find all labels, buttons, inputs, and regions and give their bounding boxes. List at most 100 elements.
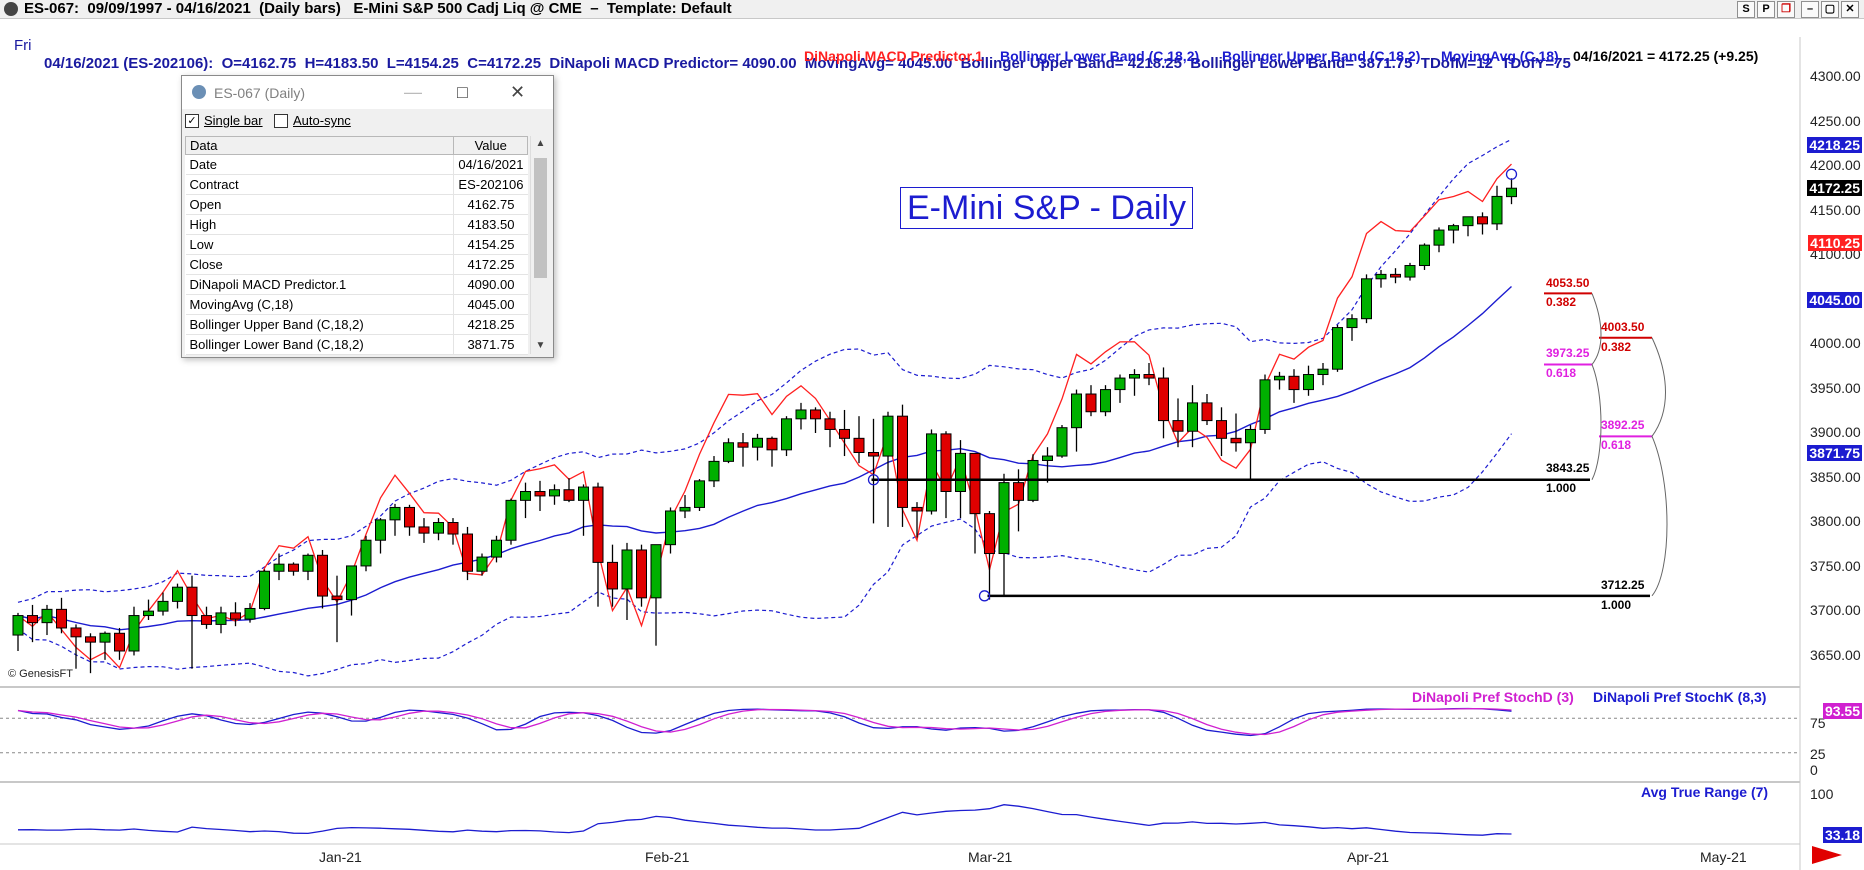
candle-body	[505, 499, 517, 541]
legend-upper-band: Bollinger Upper Band (C,18,2)	[1222, 48, 1421, 64]
candle-body	[1172, 420, 1184, 432]
fib-a-mid: 3973.25	[1546, 346, 1590, 360]
col-header-value[interactable]: Value	[453, 136, 528, 155]
candle-body	[1477, 216, 1488, 225]
price-axis-label: 3900.00	[1810, 424, 1861, 440]
candle-body	[940, 433, 952, 492]
chart-title: E-Mini S&P - Daily	[900, 187, 1193, 229]
candle-body	[389, 506, 401, 521]
data-row: Open 4162.75	[185, 194, 528, 215]
candle-body	[447, 522, 459, 535]
legend-last-price: 04/16/2021 = 4172.25 (+9.25)	[1573, 48, 1759, 64]
data-row-label: Low	[185, 234, 454, 255]
stoch-tag: 93.55	[1822, 703, 1862, 719]
fib-a-top-ratio: 0.382	[1546, 295, 1577, 309]
single-bar-checkbox[interactable]: ✓	[185, 114, 199, 128]
data-window-minimize-icon[interactable]: —	[404, 82, 422, 102]
data-row: Bollinger Lower Band (C,18,2) 3871.75	[185, 334, 528, 355]
scroll-up-icon[interactable]: ▲	[535, 138, 546, 149]
candle-body	[1361, 278, 1372, 320]
candle-body	[41, 608, 53, 624]
scroll-down-icon[interactable]: ▼	[535, 340, 546, 351]
detach-button[interactable]: ❐	[1777, 1, 1795, 18]
data-window-maximize-icon[interactable]: □	[457, 82, 468, 102]
candle-body	[853, 437, 865, 454]
minimize-button[interactable]: –	[1801, 1, 1819, 18]
scroll-right-arrow-icon[interactable]	[1812, 846, 1842, 864]
data-row-label: Date	[185, 154, 454, 175]
stoch-k-line	[17, 707, 1512, 737]
data-row-label: Bollinger Upper Band (C,18,2)	[185, 314, 454, 335]
legend-macd: DiNapoli MACD Predictor.1	[804, 48, 983, 64]
candle-body	[1274, 375, 1285, 381]
lower-band-tag: 3871.75	[1807, 445, 1862, 461]
p-button[interactable]: P	[1757, 1, 1775, 18]
swing-high-marker	[1505, 168, 1518, 180]
candle-body	[1288, 375, 1300, 391]
candle-body	[882, 415, 894, 457]
candle-body	[520, 490, 531, 501]
candle-body	[1201, 402, 1213, 422]
candle-body	[1158, 377, 1169, 422]
data-row-value: 4183.50	[453, 214, 528, 235]
month-may: May-21	[1700, 849, 1747, 865]
s-button[interactable]: S	[1737, 1, 1755, 18]
data-row: MovingAvg (C,18) 4045.00	[185, 294, 528, 315]
candle-body	[27, 615, 38, 624]
candle-body	[1506, 187, 1517, 198]
bollinger-upper-line	[17, 138, 1512, 603]
macd-tag: 4110.25	[1808, 235, 1862, 251]
price-axis-label: 3750.00	[1810, 557, 1861, 574]
data-row-value: 4218.25	[453, 314, 528, 335]
auto-sync-checkbox[interactable]	[274, 114, 288, 128]
swing-low-marker-a	[867, 474, 880, 486]
candle-body	[1114, 377, 1126, 391]
col-header-data[interactable]: Data	[184, 136, 455, 155]
candle-body	[1129, 374, 1140, 379]
candle-body	[491, 539, 502, 558]
candle-body	[1100, 389, 1111, 413]
candle-body	[1230, 437, 1242, 444]
candle-body	[1419, 244, 1430, 267]
candle-body	[1042, 455, 1053, 461]
stoch-d-line	[17, 708, 1512, 736]
atr-axis-100: 100	[1810, 786, 1834, 802]
candle-body	[781, 418, 792, 451]
candle-body	[346, 565, 357, 601]
candle-body	[708, 460, 720, 482]
candle-body	[128, 615, 140, 652]
price-axis-label: 4200.00	[1810, 157, 1861, 173]
fib-b-top: 4003.50	[1601, 320, 1645, 334]
legend-lower-band: Bollinger Lower Band (C,18,2)	[1000, 48, 1200, 64]
candle-body	[578, 486, 589, 501]
data-window-close-icon[interactable]: ✕	[510, 82, 526, 102]
candle-body	[244, 607, 256, 620]
data-window-scrollbar[interactable]: ▲ ▼	[530, 136, 550, 354]
candle-body	[259, 570, 270, 609]
price-chart[interactable]	[0, 37, 1864, 870]
candle-body	[752, 437, 763, 448]
candle-body	[1346, 318, 1358, 329]
data-window-titlebar[interactable]: ES-067 (Daily) — □ ✕	[182, 76, 553, 109]
month-jan: Jan-21	[319, 849, 362, 865]
candle-body	[1317, 368, 1329, 376]
close-button[interactable]: ✕	[1841, 1, 1859, 18]
maximize-button[interactable]: ▢	[1821, 1, 1839, 18]
candle-body	[534, 490, 546, 497]
legend-moving-avg: MovingAvg (C,18)	[1441, 48, 1559, 64]
price-axis-label: 3850.00	[1810, 468, 1861, 485]
fib-b-mid: 3892.25	[1601, 418, 1645, 432]
candle-body	[1491, 195, 1503, 225]
candle-body	[621, 549, 633, 590]
atr-line	[17, 804, 1512, 836]
data-window[interactable]: ES-067 (Daily) — □ ✕ ✓ Single bar Auto-s…	[181, 75, 554, 358]
info-day: Fri	[14, 37, 32, 54]
scroll-thumb[interactable]	[534, 158, 547, 278]
candle-body	[375, 519, 386, 541]
candle-body	[795, 409, 807, 420]
fib-a-top: 4053.50	[1546, 276, 1590, 290]
candle-body	[1303, 374, 1314, 391]
candle-body	[679, 506, 691, 512]
data-row-label: MovingAvg (C,18)	[185, 294, 454, 315]
candle-body	[114, 632, 125, 652]
